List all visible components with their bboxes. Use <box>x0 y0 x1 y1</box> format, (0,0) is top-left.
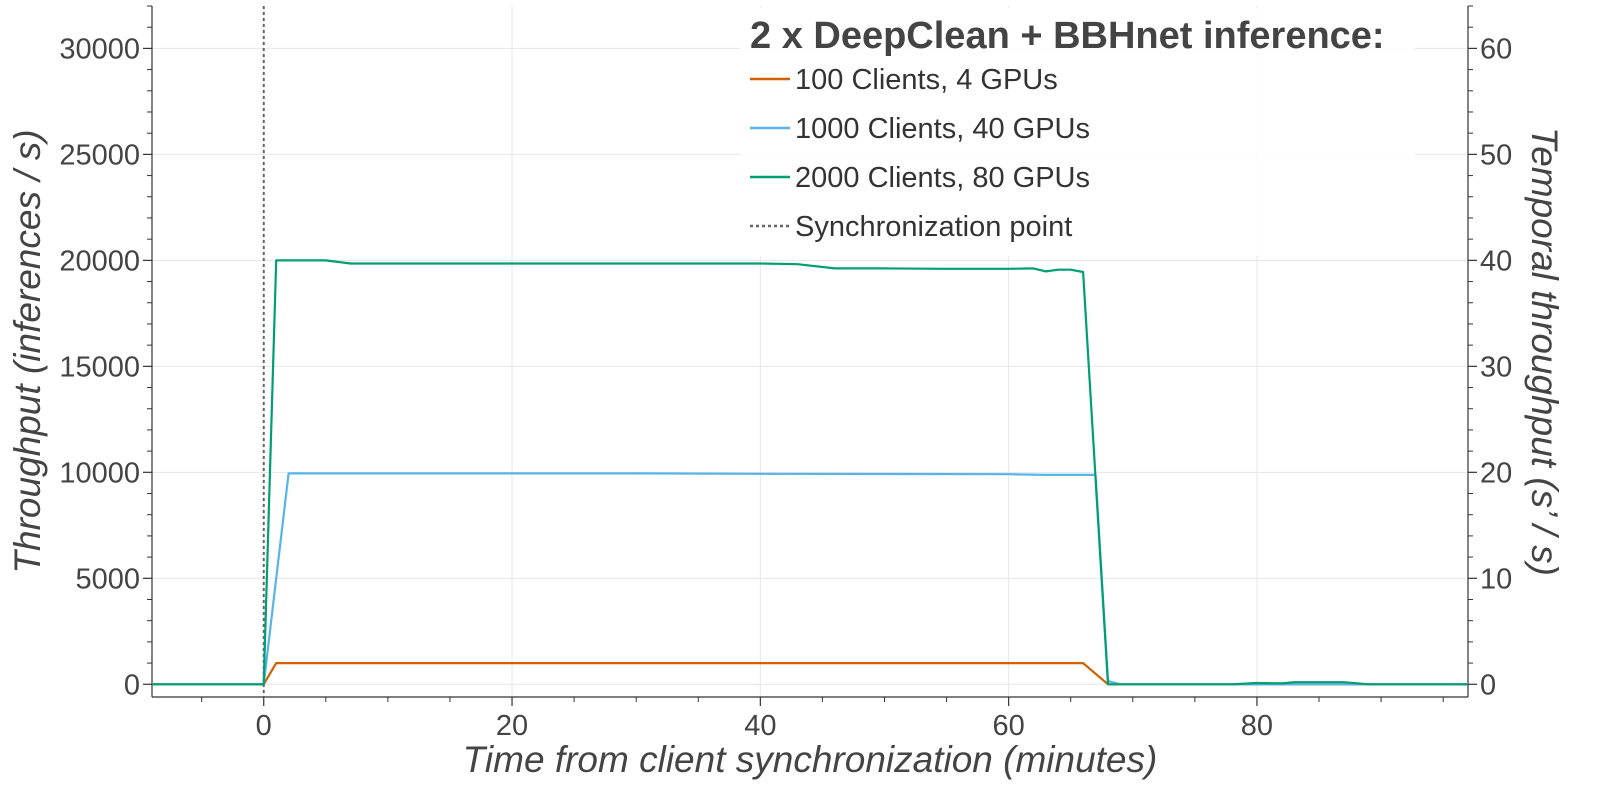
y-tick-label: 20000 <box>59 245 140 277</box>
y2-tick-label: 50 <box>1480 139 1512 171</box>
legend-entry-1: 1000 Clients, 40 GPUs <box>795 113 1090 145</box>
y-tick-label: 10000 <box>59 457 140 489</box>
y2-tick-label: 40 <box>1480 245 1512 277</box>
x-tick-label: 80 <box>1241 710 1273 742</box>
y-tick-label: 5000 <box>75 563 140 595</box>
y2-tick-label: 60 <box>1480 33 1512 65</box>
y-tick-label: 15000 <box>59 351 140 383</box>
y2-axis-label: Temporal throughput (s’ / s) <box>1524 127 1565 576</box>
series-line-2 <box>152 259 1468 686</box>
y2-tick-label: 10 <box>1480 563 1512 595</box>
y-tick-label: 0 <box>124 669 140 701</box>
axes: 0 20 40 60 80 0 5000 10000 15000 20000 25000 30000 0… <box>59 5 1512 742</box>
x-axis-label: Time from client synchronization (minute… <box>463 739 1158 780</box>
y-tick-label: 25000 <box>59 139 140 171</box>
series-lines <box>152 6 1468 697</box>
x-tick-label: 60 <box>993 710 1025 742</box>
y-tick-label: 30000 <box>59 33 140 65</box>
y2-tick-label: 20 <box>1480 457 1512 489</box>
x-tick-label: 40 <box>744 710 776 742</box>
legend-entry-3: Synchronization point <box>795 211 1072 243</box>
legend-entry-2: 2000 Clients, 80 GPUs <box>795 162 1090 194</box>
legend-entry-0: 100 Clients, 4 GPUs <box>795 64 1058 96</box>
legend: 2 x DeepClean + BBHnet inference: 100 Cl… <box>740 8 1415 256</box>
legend-box <box>740 8 1415 256</box>
x-tick-label: 0 <box>256 710 272 742</box>
legend-title: 2 x DeepClean + BBHnet inference: <box>750 15 1385 57</box>
series-line-1 <box>152 472 1468 686</box>
y-axis-label: Throughput (inferences / s) <box>7 129 48 573</box>
x-tick-label: 20 <box>496 710 528 742</box>
y2-tick-label: 0 <box>1480 669 1496 701</box>
series-line-0 <box>152 662 1468 686</box>
y2-tick-label: 30 <box>1480 351 1512 383</box>
